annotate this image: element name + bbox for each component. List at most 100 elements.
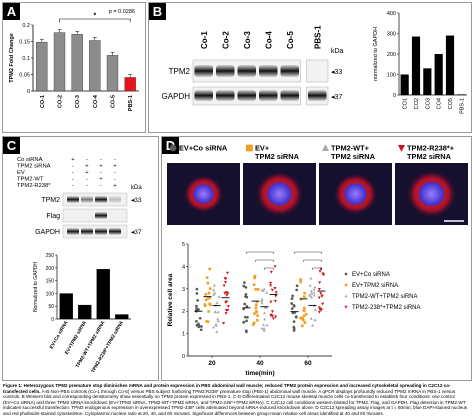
panel-d-data-point bbox=[225, 271, 229, 275]
panel-d-image-label-line1: TPM2-WT+ bbox=[331, 144, 370, 153]
panel-d-data-point bbox=[196, 299, 199, 302]
panel-d-data-point bbox=[244, 285, 248, 289]
panel-b-tpm2-band bbox=[237, 65, 256, 77]
panel-d-data-point bbox=[260, 297, 264, 301]
panel-b-chart-x-tick-label: CO3 bbox=[425, 98, 431, 109]
panel-c-row-label-gapdh: GAPDH bbox=[35, 229, 60, 236]
panel-d-chart-y-tick-label: 5 bbox=[182, 242, 185, 248]
panel-c-condition-sign: - bbox=[86, 177, 88, 183]
panel-d-data-point bbox=[214, 303, 218, 307]
panel-d-data-point bbox=[299, 278, 302, 281]
panel-d-chart-x-tick-label: 60 bbox=[304, 360, 312, 367]
panel-d-data-point bbox=[253, 274, 257, 278]
panel-d-data-point bbox=[273, 265, 277, 269]
panel-d-data-point bbox=[308, 283, 312, 287]
panel-b-gapdh-band bbox=[308, 90, 327, 101]
panel-c-condition-sign: + bbox=[71, 157, 75, 163]
panel-d-data-point bbox=[246, 315, 249, 319]
panel-d-image-label-line1: EV+Co siRNA bbox=[179, 144, 228, 153]
panel-b-lane-label: Co-3 bbox=[243, 31, 252, 49]
panel-c-kda-33: ◂33 bbox=[131, 197, 142, 204]
panel-c-chart-y-tick-label: 200 bbox=[46, 266, 55, 272]
panel-d-data-point bbox=[213, 291, 217, 295]
panel-d-data-point bbox=[206, 281, 210, 285]
panel-c-condition-sign: + bbox=[85, 164, 89, 170]
panel-d-data-point bbox=[226, 305, 230, 308]
panel-d-data-point bbox=[242, 284, 246, 288]
panel-d-data-point bbox=[195, 287, 199, 291]
panel-c-condition-sign: + bbox=[99, 164, 103, 170]
panel-d-data-point bbox=[245, 305, 249, 308]
panel-d-image-label-line2: TPM2 siRNA bbox=[407, 152, 452, 161]
panel-d-image-label-line2: TPM2 siRNA bbox=[331, 152, 376, 161]
panel-d-data-point bbox=[262, 327, 266, 330]
panel-b-chart-x-tick-label: CO2 bbox=[414, 98, 420, 109]
panel-d-data-point bbox=[291, 294, 295, 298]
panel-c-chart-x-tick-label: TPM2-R238*+TPM2 siRNA bbox=[90, 320, 125, 375]
panel-b-chart-x-tick-label: CO1 bbox=[403, 98, 409, 109]
panel-d-significance-bracket bbox=[303, 259, 322, 262]
panel-b-kda-33: ◂33 bbox=[331, 69, 342, 76]
panel-d-data-point bbox=[318, 270, 322, 273]
panel-d-significance-bracket bbox=[312, 267, 322, 270]
panel-c-condition-sign: - bbox=[72, 164, 74, 170]
panel-d-image-label-line1: EV+ bbox=[255, 144, 270, 153]
panel-d-data-point bbox=[317, 310, 321, 314]
panel-b-chart-y-tick-label: 100 bbox=[387, 73, 396, 79]
panel-d-cell-nucleus bbox=[193, 184, 214, 204]
panel-b-chart-y-tick-label: 300 bbox=[387, 32, 396, 38]
panel-b-chart-y-label: normalized to GAPDH bbox=[373, 27, 379, 81]
panel-d-data-point bbox=[243, 302, 247, 306]
panel-b-kda-37: ◂37 bbox=[331, 94, 342, 101]
panel-c-flag-band bbox=[95, 212, 107, 219]
panel-d-data-point bbox=[260, 301, 264, 305]
panel-d-data-point bbox=[195, 307, 198, 310]
panel-d-data-point bbox=[310, 295, 314, 299]
panel-c-condition-sign: - bbox=[72, 170, 74, 176]
panel-b-tpm2-membrane-pbs bbox=[306, 59, 329, 83]
panel-d-data-point bbox=[254, 306, 258, 310]
panel-a-significance-bracket bbox=[59, 18, 131, 22]
panel-d-data-point bbox=[197, 325, 201, 329]
panel-d-data-point bbox=[205, 276, 209, 279]
panel-c-condition-sign: + bbox=[99, 177, 103, 183]
panel-c-gapdh-band bbox=[67, 228, 79, 235]
caption-body: A-B Non-PBS controls (Co-1 through Co-5)… bbox=[3, 388, 468, 416]
panel-c-condition-sign: + bbox=[85, 170, 89, 176]
panel-d-data-point bbox=[224, 309, 228, 312]
panel-d-data-point bbox=[224, 280, 228, 284]
panel-c-condition-sign: - bbox=[86, 183, 88, 189]
panel-d-data-point bbox=[195, 292, 199, 295]
panel-d-image-label-line1: TPM2-R238*+ bbox=[407, 144, 455, 153]
panel-c-gapdh-band bbox=[109, 228, 121, 235]
panel-d-data-point bbox=[195, 323, 199, 327]
panel-b: B Co-1 Co-2 Co-3 Co-4 Co-5 PBS-1 TPM2 GAPDH kDa ◂… bbox=[148, 2, 472, 133]
panel-b-lane-label: PBS-1 bbox=[313, 25, 322, 49]
panel-d-data-point bbox=[245, 295, 249, 299]
panel-d-legend-marker bbox=[344, 283, 348, 287]
panel-d-data-point bbox=[207, 310, 210, 313]
panel-c-densitometry-chart: 0 50 100 150 200 250 Normalized to GAPDH EV+Co … bbox=[33, 253, 131, 375]
panel-a-y-tick-label: 0.15 bbox=[19, 40, 30, 46]
panel-c-tpm2-band bbox=[67, 196, 79, 203]
panel-d-data-point bbox=[256, 314, 259, 317]
panel-c-condition-sign: - bbox=[114, 170, 116, 176]
panel-a-p-value: p = 0.0286 bbox=[109, 9, 135, 15]
panel-d-chart-y-label: Relative cell area bbox=[167, 273, 174, 326]
panel-d-legend-marker bbox=[344, 272, 348, 276]
panel-d-data-point bbox=[216, 319, 220, 323]
panel-a-x-tick-label: CO-4 bbox=[93, 94, 99, 108]
panel-d-data-point bbox=[207, 291, 211, 295]
panel-c-kda-header: kDa bbox=[131, 185, 142, 191]
panel-d-legend-marker bbox=[246, 144, 253, 152]
panel-d-data-point bbox=[225, 300, 229, 304]
panel-a-y-tick-label: 0.1 bbox=[22, 56, 30, 62]
panel-c-condition-label: TPM2-WT bbox=[17, 177, 44, 183]
panel-d-data-point bbox=[254, 288, 257, 291]
panel-d-data-point bbox=[262, 328, 266, 332]
panel-d-data-point bbox=[265, 290, 269, 294]
panel-d-data-point bbox=[302, 318, 305, 322]
panel-d-data-point bbox=[263, 317, 267, 321]
panel-d-legend-marker bbox=[344, 305, 348, 309]
panel-a-bar bbox=[124, 77, 136, 92]
